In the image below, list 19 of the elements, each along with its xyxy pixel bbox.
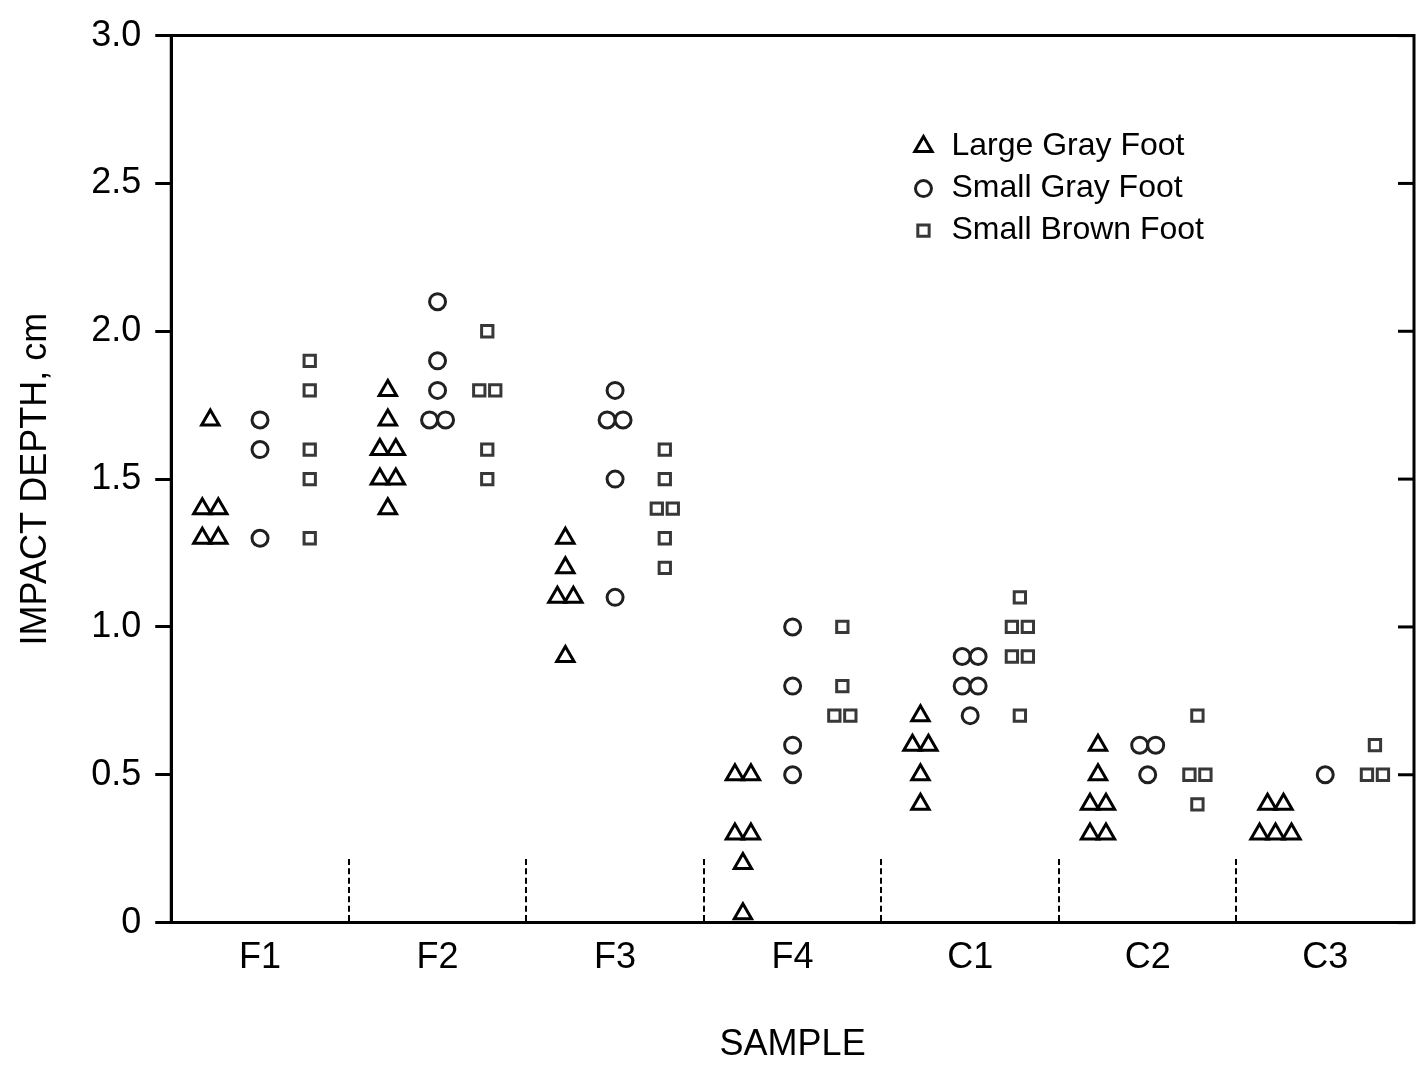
legend-label: Small Gray Foot — [951, 168, 1183, 205]
x-tick-label: C1 — [947, 935, 994, 977]
x-tick-label: F1 — [239, 935, 282, 977]
y-tick-label: 0.5 — [91, 751, 142, 793]
y-tick-label: 3.0 — [91, 12, 142, 54]
y-tick-label: 2.5 — [91, 160, 142, 202]
y-tick-label: 1.0 — [91, 603, 142, 645]
x-axis-title: SAMPLE — [719, 1022, 866, 1064]
x-tick-label: F3 — [594, 935, 637, 977]
legend-label: Small Brown Foot — [951, 210, 1205, 247]
y-tick-label: 2.0 — [91, 308, 142, 350]
y-axis-title: IMPACT DEPTH, cm — [12, 312, 54, 646]
legend-label: Large Gray Foot — [951, 126, 1185, 163]
x-tick-label: C2 — [1124, 935, 1171, 977]
x-tick-label: F2 — [416, 935, 459, 977]
y-tick-label: 1.5 — [91, 456, 142, 498]
x-tick-label: C3 — [1302, 935, 1349, 977]
y-tick-label: 0 — [121, 899, 142, 941]
x-tick-label: F4 — [771, 935, 814, 977]
